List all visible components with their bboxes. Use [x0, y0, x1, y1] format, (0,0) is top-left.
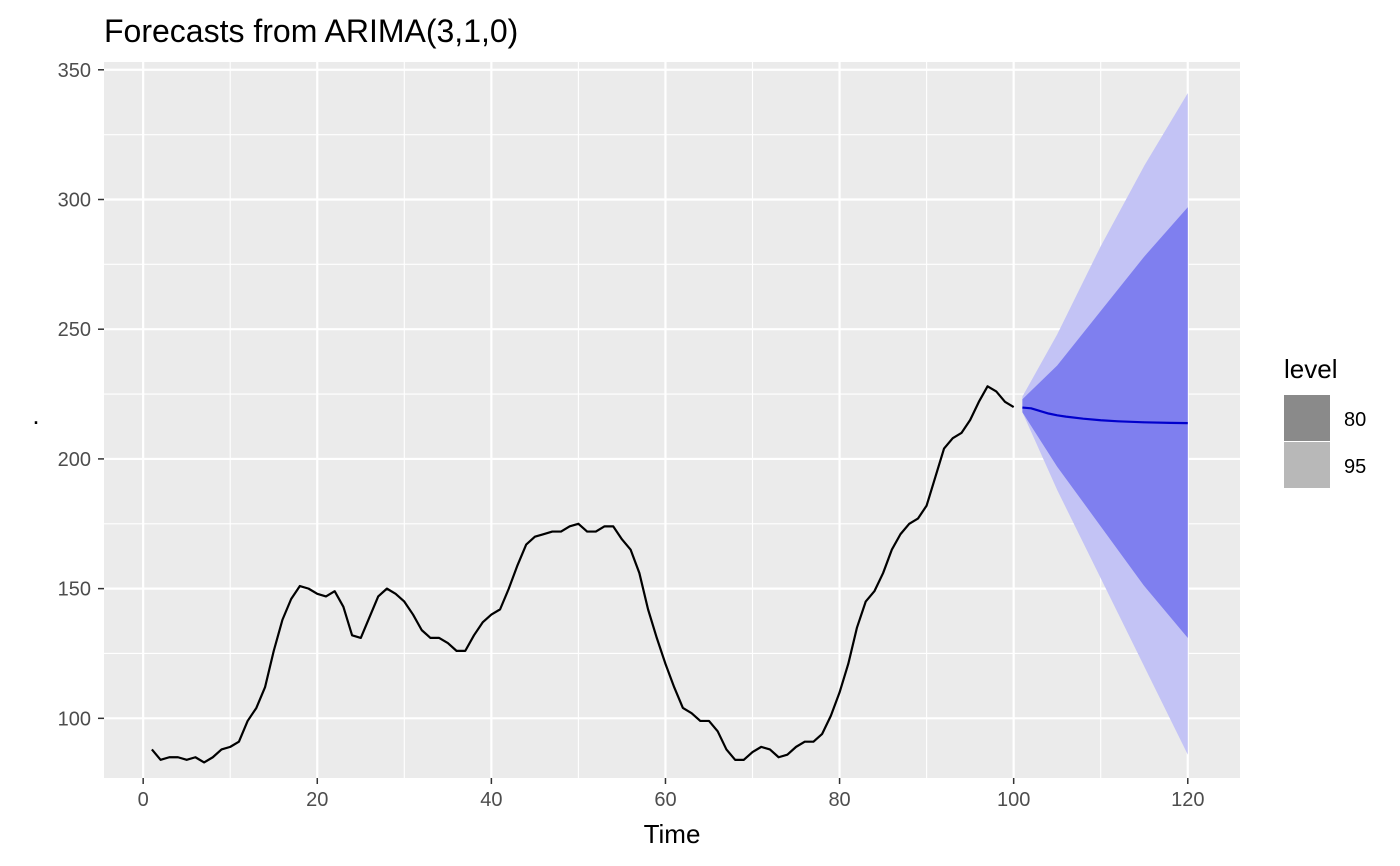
x-tick-label: 60: [654, 789, 676, 811]
y-tick-label: 200: [58, 449, 91, 471]
x-tick-label: 20: [306, 789, 328, 811]
x-axis-title: Time: [644, 819, 701, 849]
y-tick-label: 300: [58, 189, 91, 211]
chart-title: Forecasts from ARIMA(3,1,0): [104, 13, 518, 49]
x-tick-label: 120: [1171, 789, 1204, 811]
legend: level 80 95: [1284, 354, 1366, 488]
legend-label-80: 80: [1344, 409, 1366, 431]
forecast-series-line: [1022, 406, 1188, 425]
x-tick-label: 100: [997, 789, 1030, 811]
x-tick-label: 0: [138, 789, 149, 811]
y-tick-label: 100: [58, 708, 91, 730]
observed-series-line: [151, 385, 1015, 764]
legend-key-80: [1284, 395, 1330, 441]
legend-label-95: 95: [1344, 456, 1366, 478]
axes: 0 20 40 60 80 100 120 100 150 200 250 300 350: [58, 60, 1205, 811]
plot-panel: [104, 62, 1240, 778]
legend-key-95: [1284, 442, 1330, 488]
prediction-band-80: [1022, 207, 1188, 638]
y-tick-label: 250: [58, 319, 91, 341]
legend-title: level: [1284, 354, 1337, 384]
x-tick-label: 80: [828, 789, 850, 811]
x-tick-label: 40: [480, 789, 502, 811]
y-tick-label: 150: [58, 579, 91, 601]
y-axis-title: .: [32, 400, 39, 430]
y-tick-label: 350: [58, 60, 91, 82]
